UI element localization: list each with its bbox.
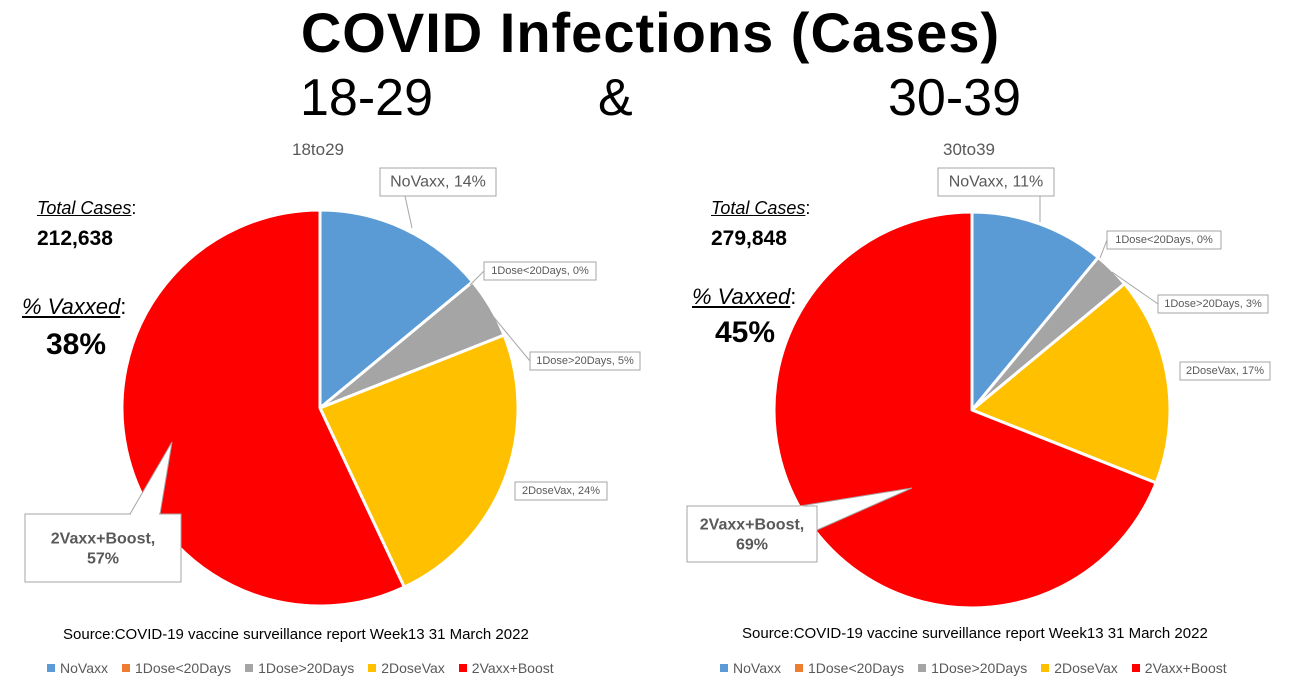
callout-join bbox=[800, 505, 817, 531]
pie-slice-NoVaxx bbox=[318, 208, 475, 410]
pie-slice-NoVaxx bbox=[970, 210, 1100, 412]
data-label-box bbox=[483, 261, 597, 281]
legend-swatch bbox=[794, 664, 803, 672]
source-right: Source:COVID-19 vaccine surveillance rep… bbox=[742, 625, 1208, 642]
leader-line bbox=[469, 270, 485, 286]
legend-label: 1Dose<20Days bbox=[134, 660, 232, 676]
legend-right: NoVaxx 1Dose<20Days 1Dose>20Days 2DoseVax 2V… bbox=[720, 660, 1241, 676]
data-label-NoVaxx: NoVaxx, 11% bbox=[949, 174, 1044, 191]
data-label-2DoseVax: 2DoseVax, 17% bbox=[1186, 365, 1264, 377]
legend-label: 2Vaxx+Boost bbox=[1144, 660, 1227, 676]
legend-swatch bbox=[1041, 664, 1050, 672]
age-group-left-heading: 18-29 bbox=[300, 69, 433, 127]
legend-item-2: 1Dose>20Days bbox=[918, 660, 1027, 676]
leader-line bbox=[491, 314, 531, 362]
legend-item-1: 1Dose<20Days bbox=[121, 660, 232, 676]
legend-left: NoVaxx 1Dose<20Days 1Dose>20Days 2DoseVax 2V… bbox=[47, 660, 568, 676]
legend-swatch bbox=[1131, 664, 1140, 672]
chart-title-left: 18to29 bbox=[292, 140, 344, 159]
pct-vaxxed-value-right: 45% bbox=[715, 316, 776, 349]
legend-item-1: 1Dose<20Days bbox=[794, 660, 905, 676]
pct-vaxxed-value-left: 38% bbox=[46, 328, 107, 361]
legend-swatch bbox=[458, 664, 467, 672]
data-label-box bbox=[1179, 361, 1271, 381]
data-label-1Dose<20Days: 1Dose<20Days, 0% bbox=[1115, 234, 1213, 246]
legend-label: NoVaxx bbox=[60, 660, 108, 676]
data-label-box bbox=[529, 351, 641, 371]
data-label-box bbox=[937, 167, 1055, 197]
data-label-box bbox=[686, 505, 818, 563]
legend-item-0: NoVaxx bbox=[47, 660, 108, 676]
pct-vaxxed-label-left: % Vaxxed: bbox=[22, 294, 127, 319]
legend-item-2: 1Dose>20Days bbox=[245, 660, 354, 676]
data-label-box bbox=[1106, 230, 1222, 250]
chart-title-right: 30to39 bbox=[943, 140, 995, 159]
legend-item-4: 2Vaxx+Boost bbox=[1131, 660, 1227, 676]
legend-item-3: 2DoseVax bbox=[368, 660, 445, 676]
pie-slice-2Vaxx+Boost bbox=[120, 208, 406, 608]
legend-label: 2DoseVax bbox=[381, 660, 445, 676]
leader-line bbox=[1099, 239, 1108, 259]
legend-label: 2DoseVax bbox=[1054, 660, 1118, 676]
total-cases-value-left: 212,638 bbox=[37, 227, 113, 250]
total-cases-label-right: Total Cases: bbox=[711, 198, 811, 218]
legend-label: 2Vaxx+Boost bbox=[471, 660, 554, 676]
main-title: COVID Infections (Cases) bbox=[300, 1, 1001, 64]
data-label-line: 2Vaxx+Boost, bbox=[51, 530, 156, 547]
legend-label: 1Dose>20Days bbox=[258, 660, 355, 676]
legend-swatch bbox=[121, 664, 130, 672]
legend-swatch bbox=[245, 664, 254, 672]
total-cases-label-left: Total Cases: bbox=[37, 198, 137, 218]
legend-label: NoVaxx bbox=[733, 660, 781, 676]
pct-vaxxed-label-right: % Vaxxed: bbox=[692, 284, 797, 309]
data-label-box bbox=[24, 513, 182, 583]
legend-label: 1Dose>20Days bbox=[931, 660, 1028, 676]
legend-item-3: 2DoseVax bbox=[1041, 660, 1118, 676]
total-cases-value-right: 279,848 bbox=[711, 227, 787, 250]
legend-swatch bbox=[368, 664, 377, 672]
legend-label: 1Dose<20Days bbox=[807, 660, 905, 676]
leader-line bbox=[1111, 271, 1159, 305]
age-group-right-heading: 30-39 bbox=[888, 69, 1021, 127]
data-label-2DoseVax: 2DoseVax, 24% bbox=[522, 485, 600, 497]
legend-item-0: NoVaxx bbox=[720, 660, 781, 676]
data-label-1Dose<20Days: 1Dose<20Days, 0% bbox=[491, 265, 589, 277]
data-label-2Vaxx+Boost: 2Vaxx+Boost, 57% bbox=[51, 530, 156, 567]
data-label-NoVaxx: NoVaxx, 14% bbox=[390, 174, 486, 191]
legend-swatch bbox=[47, 664, 55, 672]
data-label-box bbox=[1157, 294, 1269, 314]
data-label-box bbox=[379, 167, 497, 197]
leader-line bbox=[404, 195, 413, 229]
pie-slice-2DoseVax bbox=[970, 282, 1172, 485]
legend-swatch bbox=[720, 664, 728, 672]
source-left: Source:COVID-19 vaccine surveillance rep… bbox=[63, 626, 529, 643]
pie-slice-2DoseVax bbox=[318, 333, 520, 589]
legend-item-4: 2Vaxx+Boost bbox=[458, 660, 554, 676]
data-label-line: 57% bbox=[87, 550, 119, 567]
data-label-1Dose>20Days: 1Dose>20Days, 3% bbox=[1164, 298, 1262, 310]
data-label-2Vaxx+Boost: 2Vaxx+Boost, 69% bbox=[700, 516, 805, 553]
ampersand: & bbox=[598, 69, 633, 127]
data-label-box bbox=[514, 481, 608, 501]
legend-swatch bbox=[918, 664, 927, 672]
data-label-1Dose>20Days: 1Dose>20Days, 5% bbox=[536, 355, 634, 367]
data-label-line: 69% bbox=[736, 536, 768, 553]
data-label-line: 2Vaxx+Boost, bbox=[700, 516, 805, 533]
